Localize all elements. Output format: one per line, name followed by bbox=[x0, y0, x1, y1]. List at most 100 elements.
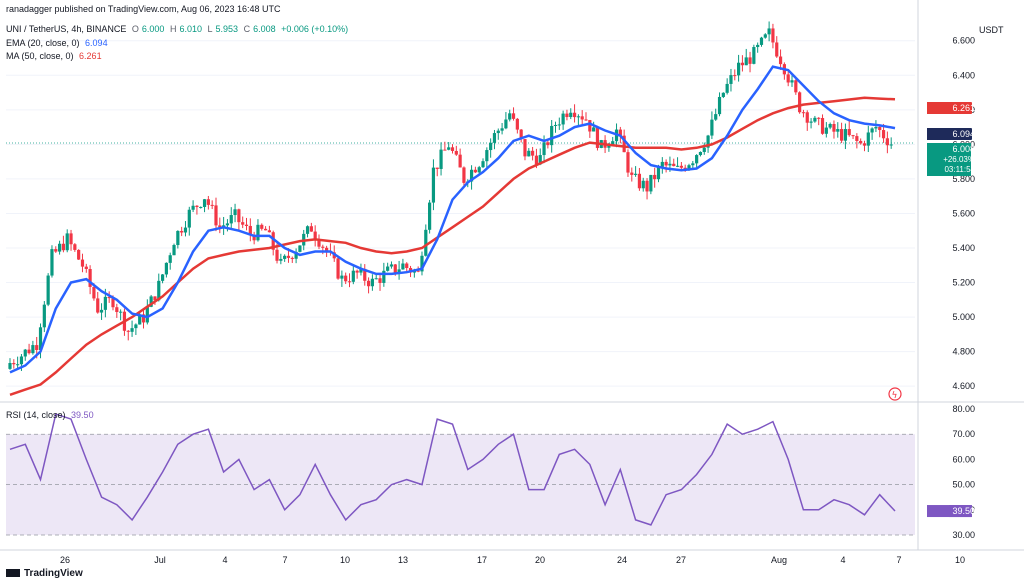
candle-body bbox=[771, 28, 775, 43]
candle-body bbox=[813, 117, 817, 122]
candle-body bbox=[550, 125, 554, 146]
candle-body bbox=[73, 244, 77, 250]
candle-body bbox=[557, 124, 561, 126]
candle-body bbox=[115, 307, 119, 313]
candle-body bbox=[57, 243, 62, 252]
candle-body bbox=[164, 262, 169, 275]
candle-body bbox=[290, 257, 294, 259]
candle-body bbox=[477, 167, 481, 173]
candle-body bbox=[19, 356, 24, 365]
ma-legend-label: MA (50, close, 0) bbox=[6, 51, 74, 61]
candle-body bbox=[420, 255, 424, 272]
candle-body bbox=[511, 113, 516, 119]
symbol-value-box bbox=[927, 143, 971, 176]
price-labels: MA6.261EMA6.094UNIUSDT6.008+26.03%03:11:… bbox=[927, 102, 976, 518]
time-tick-label: 27 bbox=[676, 555, 686, 565]
candle-body bbox=[191, 205, 195, 210]
candle-body bbox=[84, 266, 88, 269]
tradingview-brand[interactable]: TradingView bbox=[6, 568, 83, 579]
candle-body bbox=[714, 114, 718, 120]
candle-body bbox=[180, 230, 184, 233]
candle-body bbox=[843, 129, 848, 141]
symbol-text: UNI / TetherUS, 4h, BINANCE bbox=[6, 24, 127, 34]
time-tick-label: 4 bbox=[222, 555, 227, 565]
high-label: H bbox=[169, 24, 177, 34]
candle-body bbox=[874, 127, 878, 129]
candle-body bbox=[809, 121, 813, 123]
candle-body bbox=[119, 311, 123, 313]
candle-body bbox=[77, 249, 81, 260]
candle-body bbox=[542, 142, 546, 156]
candle-body bbox=[248, 225, 252, 236]
candle-body bbox=[736, 62, 741, 76]
candle-body bbox=[88, 268, 92, 287]
candle-body bbox=[237, 209, 241, 223]
candle-body bbox=[801, 112, 806, 114]
rsi-legend[interactable]: RSI (14, close) 39.50 bbox=[6, 410, 97, 420]
ma-legend[interactable]: MA (50, close, 0) 6.261 bbox=[6, 51, 105, 61]
candle-body bbox=[851, 135, 855, 137]
price-axis: 6.6006.4006.2006.0005.8005.6005.4005.200… bbox=[952, 36, 975, 391]
time-tick-label: 24 bbox=[617, 555, 627, 565]
candle-body bbox=[233, 209, 237, 216]
price-tick-label: 4.600 bbox=[952, 381, 975, 391]
candle-body bbox=[206, 199, 210, 205]
ema-legend[interactable]: EMA (20, close, 0) 6.094 bbox=[6, 38, 111, 48]
candle-body bbox=[481, 161, 485, 168]
time-tick-label: 17 bbox=[477, 555, 487, 565]
candle-body bbox=[61, 243, 66, 251]
candle-body bbox=[630, 172, 634, 175]
candle-body bbox=[46, 275, 50, 305]
candle-body bbox=[92, 286, 96, 299]
candle-body bbox=[500, 128, 504, 131]
candle-body bbox=[35, 345, 39, 350]
candle-body bbox=[8, 363, 12, 369]
candle-body bbox=[592, 127, 596, 132]
symbol-price: 6.008 bbox=[952, 144, 975, 154]
candle-body bbox=[744, 57, 748, 66]
candle-body bbox=[649, 174, 653, 192]
candle-body bbox=[397, 269, 401, 273]
candle-body bbox=[405, 263, 409, 269]
candle-body bbox=[130, 328, 134, 332]
candle-body bbox=[622, 135, 626, 153]
ema-label-value-box bbox=[927, 128, 971, 140]
candle-body bbox=[531, 150, 535, 156]
change-value: +0.006 (+0.10%) bbox=[281, 24, 349, 34]
candle-body bbox=[96, 298, 100, 313]
time-tick-label: 4 bbox=[840, 555, 845, 565]
candle-body bbox=[50, 249, 54, 276]
publisher-line: ranadagger published on TradingView.com,… bbox=[6, 4, 284, 14]
rsi-tag-value-box bbox=[927, 505, 971, 518]
candle-body bbox=[519, 129, 523, 140]
candle-body bbox=[229, 215, 233, 224]
candle-body bbox=[65, 233, 69, 251]
candle-body bbox=[54, 249, 58, 252]
time-axis: 26 Jul 4 7 10 13 17 20 24 27 Aug 4 7 10 bbox=[60, 555, 965, 565]
currency-label: USDT bbox=[979, 25, 1004, 35]
candle-body bbox=[527, 150, 531, 157]
candle-body bbox=[214, 205, 218, 226]
candle-body bbox=[595, 127, 600, 148]
candle-body bbox=[347, 281, 352, 283]
candle-body bbox=[363, 268, 367, 281]
ma-label-value-box bbox=[927, 102, 971, 114]
candle-body bbox=[523, 139, 527, 157]
candle-body bbox=[733, 75, 737, 77]
time-tick-label: Aug bbox=[771, 555, 787, 565]
candle-body bbox=[149, 296, 153, 307]
close-label: C bbox=[243, 24, 251, 34]
candle-body bbox=[176, 230, 180, 246]
candle-body bbox=[534, 155, 539, 165]
candle-body bbox=[31, 345, 35, 354]
price-tick-label: 5.600 bbox=[952, 208, 975, 218]
candle-body bbox=[202, 199, 207, 207]
candle-body bbox=[763, 34, 767, 38]
candle-body bbox=[447, 147, 451, 150]
candle-body bbox=[572, 112, 577, 118]
brand-text: TradingView bbox=[24, 568, 83, 579]
candle-body bbox=[286, 255, 291, 258]
candle-body bbox=[752, 47, 756, 64]
candle-body bbox=[878, 127, 882, 131]
